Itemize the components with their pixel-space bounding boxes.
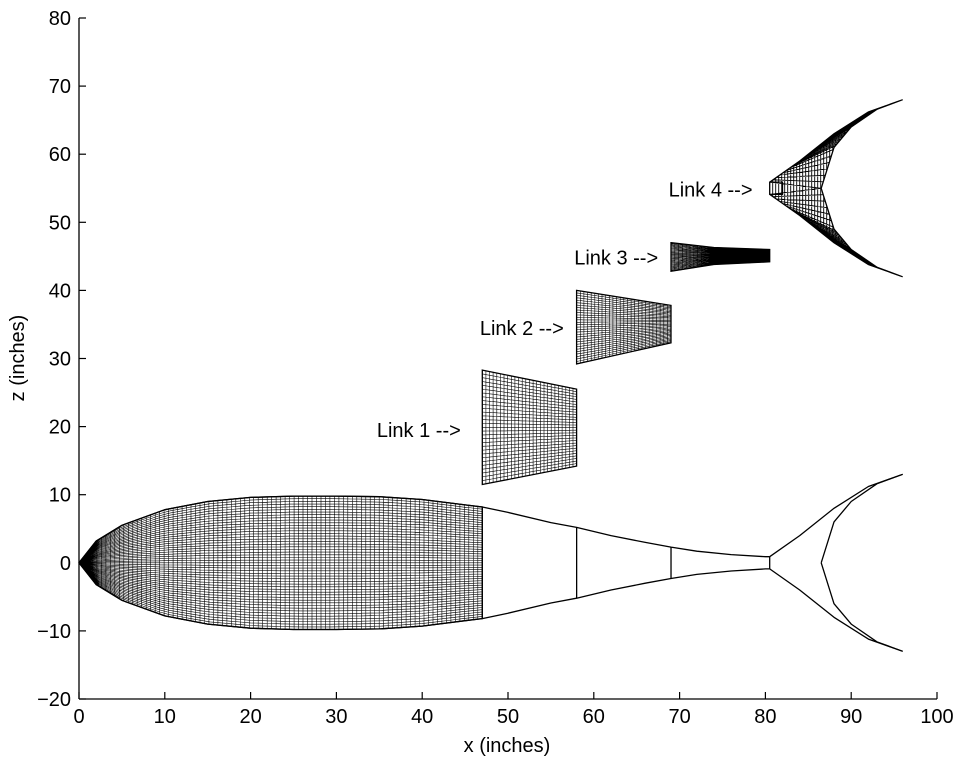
y-tick-label-20: 20: [49, 417, 71, 439]
x-tick-label-40: 40: [411, 706, 433, 728]
link-4-lower-lobe-outline: [769, 188, 903, 278]
x-tick-label-10: 10: [154, 706, 176, 728]
link-4-fill-lines: [769, 100, 901, 277]
annotation-link-2: Link 2 -->: [480, 318, 564, 340]
fish-body-mesh: [78, 495, 483, 631]
y-tick-label-10: 10: [49, 485, 71, 507]
link-4-mesh: [769, 99, 903, 278]
link-3-mesh-lines: [670, 242, 770, 272]
link-1-mesh-outline: [481, 369, 578, 486]
y-tick-label-40: 40: [49, 280, 71, 302]
tail-lower-leading-edge: [769, 568, 903, 652]
x-tick-label-80: 80: [754, 706, 776, 728]
y-tick-label-60: 60: [49, 144, 71, 166]
link-4-peduncle: [769, 181, 784, 195]
y-tick-label-80: 80: [49, 8, 71, 30]
fish-bottom-outline: [78, 562, 770, 631]
plot-area: Link 1 --> Link 2 --> Link 3 --> Link 4 -->: [78, 99, 903, 652]
x-tick-label-30: 30: [325, 706, 347, 728]
axes: 0 10 20 30 40 50 60 70 80 90 100 −20 −10 0 10 20 30 40 50 6…: [37, 8, 954, 728]
x-tick-label-60: 60: [583, 706, 605, 728]
link-4-upper-lobe-outline: [769, 99, 903, 189]
tail-upper-trailing-edge: [820, 473, 903, 563]
y-tick-label-70: 70: [49, 76, 71, 98]
annotation-link-3: Link 3 -->: [574, 248, 658, 270]
link-1-mesh-lines: [482, 369, 577, 485]
link-2-mesh: [575, 289, 672, 365]
y-tick-label--20: −20: [37, 689, 71, 711]
y-tick-label--10: −10: [37, 621, 71, 643]
tail-upper-leading-edge: [769, 473, 903, 558]
link-2-mesh-outline: [575, 289, 672, 365]
tail-lower-trailing-edge: [820, 562, 903, 652]
x-tick-label-70: 70: [668, 706, 690, 728]
x-tick-label-100: 100: [920, 706, 953, 728]
x-axis-label: x (inches): [464, 735, 551, 757]
link-3-mesh-outline: [670, 241, 771, 273]
y-tick-label-30: 30: [49, 349, 71, 371]
x-tick-label-0: 0: [73, 706, 84, 728]
x-tick-label-20: 20: [239, 706, 261, 728]
y-tick-label-0: 0: [60, 553, 71, 575]
y-tick-label-50: 50: [49, 212, 71, 234]
link-1-mesh: [481, 369, 578, 486]
fish-body-mesh-lines: [78, 495, 483, 630]
y-axis-label: z (inches): [7, 315, 29, 402]
annotation-link-4: Link 4 -->: [669, 180, 753, 202]
fish-top-outline: [78, 495, 770, 564]
link-3-mesh: [670, 241, 771, 273]
x-tick-label-90: 90: [840, 706, 862, 728]
annotation-link-1: Link 1 -->: [377, 420, 461, 442]
x-tick-label-50: 50: [497, 706, 519, 728]
